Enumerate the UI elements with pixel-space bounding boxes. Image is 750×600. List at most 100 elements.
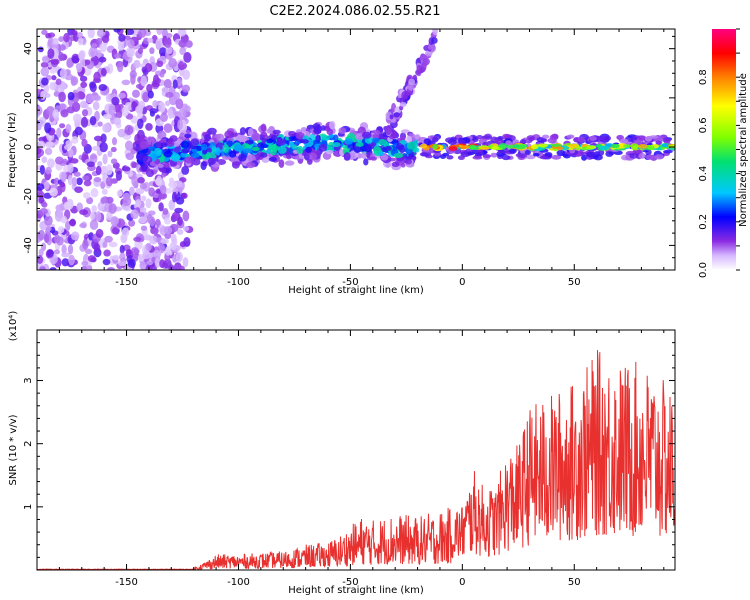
spectrogram-cell <box>372 133 380 139</box>
spectrogram-cell <box>168 199 176 211</box>
spectrogram-cell <box>363 158 369 166</box>
spectrogram-cell <box>44 215 53 226</box>
x-tick-label: -150 <box>115 277 138 288</box>
spectrogram-cell <box>177 119 183 130</box>
spectrogram-cell <box>276 138 286 146</box>
spectrogram-ylabel: Frequency (Hz) <box>7 112 18 188</box>
spectrogram-cell <box>238 153 247 162</box>
spectrogram-cell <box>91 205 97 213</box>
spectrogram-cell <box>163 38 172 48</box>
spectrogram-cell <box>184 105 191 112</box>
spectrogram-cell <box>579 151 587 156</box>
spectrogram-cell <box>163 150 173 158</box>
spectrogram-cell <box>577 136 585 143</box>
spectrogram-cell <box>139 140 149 150</box>
spectrogram-cell <box>147 90 154 99</box>
snr-frame <box>36 329 676 571</box>
spectrogram-cell <box>159 259 165 269</box>
spectrogram-cell <box>309 152 318 161</box>
y-tick-label: 20 <box>23 91 34 104</box>
spectrogram-cell <box>389 114 394 120</box>
spectrogram-cell <box>124 124 134 136</box>
spectrogram-cell <box>108 105 116 116</box>
spectrogram-cell <box>169 135 178 142</box>
colorbar-ticks: 0.0 0.2 0.4 0.6 0.8 <box>698 28 740 278</box>
spectrogram-cell <box>149 216 156 227</box>
spectrogram-cell <box>353 146 362 154</box>
colorbar-tick-label: 0.4 <box>698 166 709 182</box>
spectrogram-cell <box>96 29 106 38</box>
spectrogram-cell <box>147 37 154 43</box>
spectrogram-cell <box>79 100 88 109</box>
spectrogram-cell <box>446 155 454 160</box>
spectrogram-ticks: -150 -100 -50 0 50 -40 -20 0 20 40 <box>23 29 675 288</box>
spectrogram-cell <box>182 69 191 80</box>
spectrogram-cell <box>43 233 50 244</box>
spectrogram-cell <box>361 151 367 159</box>
spectrogram-cell <box>97 201 105 212</box>
spectrogram-cell <box>355 132 365 141</box>
spectrogram-cell <box>604 135 612 141</box>
spectrogram-cell <box>145 198 152 209</box>
spectrogram-cell <box>156 141 162 149</box>
spectrogram-cell <box>528 136 535 142</box>
spectrogram-cell <box>272 129 281 135</box>
spectrogram-cell <box>102 153 108 165</box>
colorbar-tick-label: 0.8 <box>698 69 709 85</box>
spectrogram-cell <box>103 113 112 120</box>
snr-ticks: -150 -100 -50 0 50 1 2 3 <box>23 330 675 588</box>
spectrogram-cell <box>630 136 638 141</box>
spectrogram-cell <box>108 241 118 248</box>
spectrogram-cell <box>320 125 326 131</box>
spectrogram-cell <box>47 141 55 148</box>
spectrogram-cell <box>141 195 147 202</box>
spectrogram-cell <box>136 153 143 161</box>
x-tick-label: 0 <box>459 577 465 588</box>
spectrogram-cell <box>222 144 230 153</box>
spectrogram-cell <box>138 29 147 38</box>
spectrogram-cell <box>207 127 217 135</box>
spectrogram-cell <box>482 154 492 159</box>
x-tick-label: -100 <box>227 577 250 588</box>
spectrogram-cell <box>117 259 127 267</box>
spectrogram-cell <box>517 153 528 158</box>
spectrogram-cell <box>154 257 161 268</box>
spectrogram-cell <box>77 31 83 39</box>
spectrogram-cell <box>58 44 66 51</box>
spectrogram-cell <box>563 153 571 159</box>
y-tick-label: 2 <box>23 440 34 446</box>
spectrogram-cell <box>163 258 172 269</box>
spectrogram-cell <box>101 188 108 195</box>
spectrogram-cell <box>129 186 135 196</box>
spectrogram-cell <box>85 59 91 65</box>
spectrogram-cell <box>605 151 614 157</box>
spectrogram-cell <box>58 51 64 62</box>
spectrogram-cell <box>55 78 62 86</box>
spectrogram-cell <box>121 106 129 117</box>
spectrogram-cell <box>161 87 169 93</box>
spectrogram-cell <box>44 122 52 134</box>
spectrogram-cell <box>81 138 88 148</box>
spectrogram-cell <box>649 135 659 139</box>
spectrogram-cell <box>163 162 170 169</box>
spectrogram-cell <box>296 145 304 155</box>
spectrogram-cell <box>416 64 423 75</box>
spectrogram-cell <box>111 137 118 146</box>
spectrogram-cell <box>118 92 126 99</box>
spectrogram-cell <box>432 136 439 143</box>
colorbar-tick-label: 0.0 <box>698 262 709 278</box>
spectrogram-cell <box>122 196 132 207</box>
spectrogram-cell <box>71 136 79 144</box>
spectrogram-cell <box>491 145 499 150</box>
spectrogram-cell <box>130 209 139 220</box>
spectrogram-cell <box>459 145 470 150</box>
spectrogram-cell <box>291 144 298 150</box>
spectrogram-cell <box>67 244 74 255</box>
spectrogram-cell <box>93 243 101 253</box>
spectrogram-cell <box>361 131 372 139</box>
spectrogram-cell <box>150 227 159 235</box>
spectrogram-cell <box>490 152 498 158</box>
spectrogram-cell <box>573 137 580 143</box>
spectrogram-cell <box>70 231 80 241</box>
spectrogram-cell <box>326 129 334 135</box>
